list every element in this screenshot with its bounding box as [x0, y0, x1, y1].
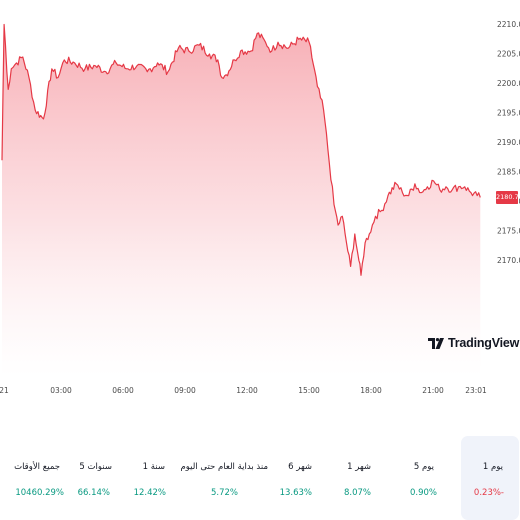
performance-value: 0.90%	[409, 488, 437, 498]
performance-label: 6 شهر	[288, 462, 312, 472]
performance-5-year[interactable]: 5 سنوات 66.14%	[68, 436, 124, 520]
x-tick-label: 15:00	[298, 386, 320, 395]
performance-value: 12.42%	[133, 488, 166, 498]
x-tick-label: 18:00	[360, 386, 382, 395]
x-tick-label: 12:00	[236, 386, 258, 395]
tradingview-name: TradingView	[448, 336, 520, 350]
performance-1-year[interactable]: 1 سنة 12.42%	[128, 436, 176, 520]
y-tick-label: 2200.00	[497, 79, 520, 88]
price-area-fill	[2, 24, 481, 376]
tradingview-brand[interactable]: TradingView	[428, 336, 519, 350]
x-axis: 21 03:00 06:00 09:00 12:00 15:00 18:00 21:00 23:…	[0, 386, 487, 395]
performance-value: 66.14%	[77, 488, 110, 498]
performance-1-month[interactable]: 1 شهر 8.07%	[335, 436, 395, 520]
performance-5-day[interactable]: 5 يوم 0.90%	[400, 436, 458, 520]
y-axis: 2210.00 2205.00 2200.00 2195.00 2190.00 2185.…	[497, 20, 520, 265]
performance-label: 1 شهر	[347, 462, 371, 472]
performance-value: 13.63%	[279, 488, 312, 498]
performance-label: 1 سنة	[142, 462, 165, 472]
x-tick-label: 09:00	[174, 386, 196, 395]
performance-value: 5.72%	[210, 488, 238, 498]
tradingview-logo-icon	[428, 337, 444, 349]
y-tick-label: 2190.00	[497, 138, 520, 147]
x-tick-label: 03:00	[50, 386, 72, 395]
performance-label: جميع الأوقات	[14, 462, 60, 472]
y-tick-label: 2170.00	[497, 256, 520, 265]
y-tick-label: 2205.00	[497, 50, 520, 59]
price-line	[1, 23, 481, 276]
performance-label: 5 يوم	[413, 462, 434, 472]
performance-value: 10460.29%	[15, 488, 64, 498]
x-tick-label: 23:01	[465, 386, 487, 395]
performance-ytd[interactable]: منذ بداية العام حتى اليوم 5.72%	[180, 436, 268, 520]
performance-label: 5 سنوات	[79, 462, 112, 472]
x-tick-label: 21	[0, 386, 9, 395]
y-tick-label: 2185.00	[497, 168, 520, 177]
y-tick-label: 2210.00	[497, 20, 520, 29]
last-price-label: 2180.70	[496, 190, 520, 204]
performance-all-time[interactable]: جميع الأوقات 10460.29%	[2, 436, 64, 520]
performance-value: 0.23%-	[473, 488, 504, 498]
x-tick-label: 06:00	[112, 386, 134, 395]
performance-1-day[interactable]: 1 يوم 0.23%-	[461, 436, 519, 520]
performance-bar: 1 يوم 0.23%- 5 يوم 0.90% 1 شهر 8.07% 6 ش…	[0, 436, 520, 520]
performance-value: 8.07%	[343, 488, 371, 498]
performance-label: 1 يوم	[482, 462, 503, 472]
x-tick-label: 21:00	[422, 386, 444, 395]
y-tick-label: 2175.00	[497, 227, 520, 236]
performance-label: منذ بداية العام حتى اليوم	[180, 462, 268, 472]
y-tick-label: 2195.00	[497, 109, 520, 118]
performance-6-month[interactable]: 6 شهر 13.63%	[272, 436, 330, 520]
